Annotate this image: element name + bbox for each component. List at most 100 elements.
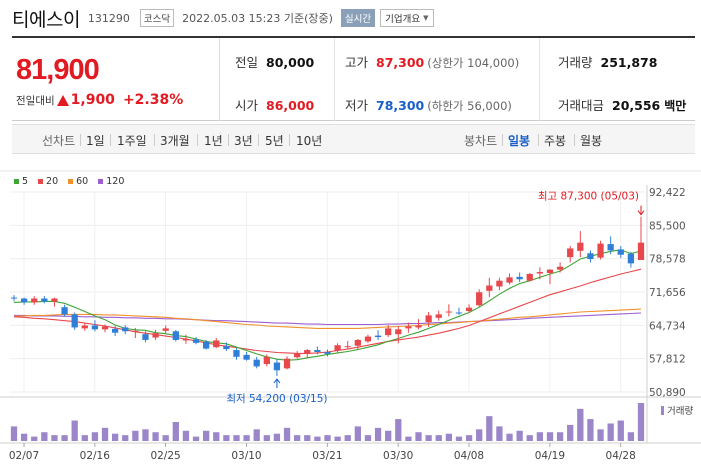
corp-overview-dropdown[interactable]: 기업개요 ▼ — [380, 9, 434, 27]
x-tick-label: 02/07 — [9, 450, 39, 462]
candle-body — [546, 269, 554, 274]
x-tick-label: 03/21 — [312, 450, 342, 462]
divider — [538, 134, 539, 146]
x-tick-label: 03/10 — [231, 450, 261, 462]
annotation-low: 최저 54,200 (03/15) — [226, 393, 327, 405]
candle-body — [51, 298, 58, 302]
volume-bar — [71, 420, 78, 441]
volume-bar — [496, 426, 503, 441]
period-1y[interactable]: 1년 — [204, 134, 223, 148]
candle-body — [172, 331, 179, 340]
low-label: 저가 — [345, 98, 369, 113]
period-3y[interactable]: 3년 — [234, 134, 253, 148]
volume-bar — [455, 436, 463, 441]
candle-chart-label: 봉차트 — [464, 134, 498, 148]
low-arrow-icon — [273, 378, 281, 384]
legend-swatch — [98, 179, 104, 184]
candle-body — [111, 328, 119, 333]
volume: 거래량 251,878 — [558, 52, 657, 71]
volume-bar — [172, 422, 179, 441]
prev-close-value: 80,000 — [266, 55, 315, 70]
volume-bar — [587, 419, 594, 441]
legend-swatch — [68, 179, 74, 184]
candle-body — [294, 353, 301, 358]
stock-header: 티에스이 131290 코스닥 2022.05.03 15:23 기준(장중) … — [0, 0, 701, 36]
prev-close: 전일 80,000 — [235, 52, 314, 71]
volume-bar — [395, 419, 402, 441]
volume-bar — [374, 427, 382, 441]
legend-label: 5 — [22, 176, 29, 187]
legend-swatch — [38, 179, 44, 184]
candle-body — [567, 248, 574, 258]
candle-body — [253, 359, 260, 367]
volume-bar — [536, 432, 544, 441]
candle-daily[interactable]: 일봉 — [508, 134, 531, 148]
volume-bar — [385, 430, 392, 441]
candle-body — [132, 330, 139, 332]
candle-body — [243, 354, 250, 360]
candle-body — [233, 350, 240, 357]
y-tick-label: 57,812 — [649, 354, 686, 366]
corp-overview-label: 기업개요 — [385, 14, 421, 25]
period-10y[interactable]: 10년 — [296, 134, 323, 148]
volume-bar — [142, 429, 149, 441]
volume-bar — [213, 432, 220, 441]
candle-body — [304, 350, 311, 354]
volume-bar — [61, 435, 68, 441]
period-3m[interactable]: 3개월 — [160, 134, 190, 148]
volume-bar — [253, 429, 260, 441]
current-price: 81,900 — [16, 54, 100, 86]
current-price-box: 81,900 전일대비 1,900 +2.38% — [12, 38, 220, 121]
candle-body — [506, 277, 513, 283]
realtime-button[interactable]: 실시간 — [340, 9, 376, 27]
candle-body — [182, 338, 190, 341]
candle-weekly[interactable]: 주봉 — [544, 134, 567, 148]
legend-label: 20 — [46, 176, 59, 187]
market-badge: 코스닥 — [139, 9, 175, 27]
high-price: 고가 87,300 (상한가 104,000) — [345, 52, 519, 71]
open-label: 시가 — [235, 98, 259, 113]
period-1w[interactable]: 1주일 — [117, 134, 147, 148]
candle-body — [455, 312, 463, 314]
volume-bar — [465, 435, 473, 441]
candle-body — [465, 307, 473, 312]
legend-swatch — [14, 179, 19, 184]
candle-monthly[interactable]: 월봉 — [580, 134, 603, 148]
volume-bar — [516, 430, 523, 441]
candle-body — [536, 272, 544, 274]
y-tick-label: 85,500 — [649, 220, 686, 232]
volume-bar — [263, 435, 270, 441]
candle-body — [314, 350, 321, 352]
period-1d[interactable]: 1일 — [86, 134, 105, 148]
high-arrow-icon — [637, 210, 645, 216]
legend-ma5: 5 — [14, 176, 28, 187]
candle-body — [101, 326, 109, 330]
volume-bar — [203, 430, 210, 441]
candle-body — [374, 335, 382, 338]
legend-label: 120 — [106, 176, 125, 187]
candle-body — [637, 242, 645, 261]
high-value: 87,300 — [376, 55, 425, 70]
candle-body — [192, 339, 200, 343]
volume-bar — [597, 429, 604, 441]
amount-label: 거래대금 — [558, 98, 605, 113]
volume-label: 거래량 — [558, 55, 593, 70]
open-price: 시가 86,000 — [235, 95, 314, 114]
candle-body — [91, 325, 99, 330]
candle-body — [587, 253, 594, 260]
period-5y[interactable]: 5년 — [265, 134, 284, 148]
volume-value: 251,878 — [600, 55, 658, 70]
y-tick-label: 64,734 — [649, 320, 686, 332]
candle-body — [10, 297, 18, 299]
open-value: 86,000 — [266, 98, 315, 113]
chart-period-bar: 선차트 1일 1주일 3개월 1년 3년 5년 10년 봉차트 일봉 주봉 월봉 — [12, 124, 695, 154]
candle-body — [283, 358, 291, 369]
y-tick-label: 50,890 — [649, 387, 686, 399]
candle-body — [324, 351, 331, 354]
volume-bar — [314, 436, 321, 441]
candle-body — [415, 325, 422, 328]
volume-bar — [405, 436, 412, 441]
legend-ma20: 20 — [38, 176, 58, 187]
x-tick-label: 02/16 — [80, 450, 111, 462]
